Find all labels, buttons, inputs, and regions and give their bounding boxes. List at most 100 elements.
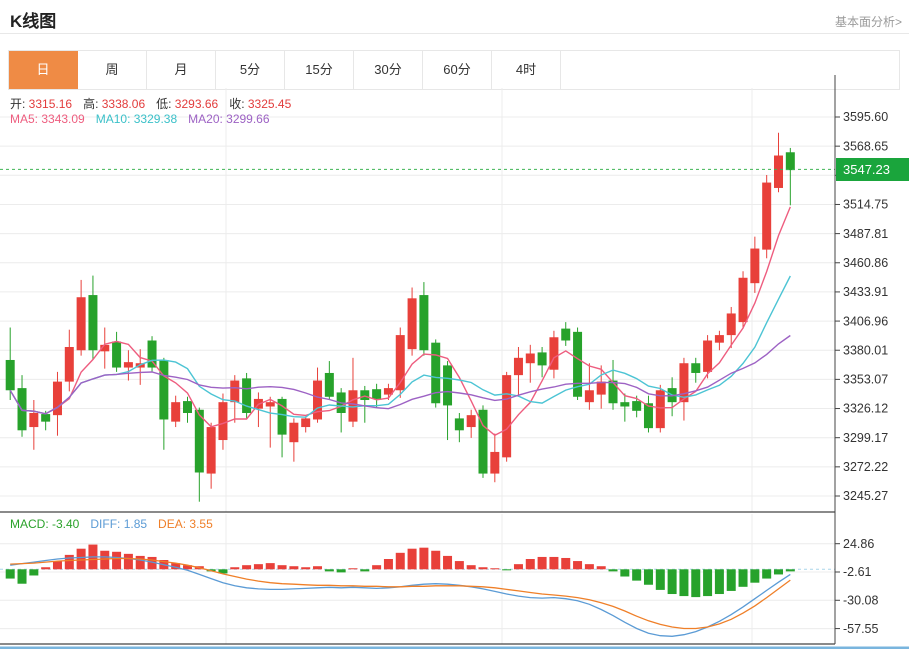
candle-body: [738, 277, 748, 323]
ma-legend: MA5: 3343.09 MA10: 3329.38 MA20: 3299.66: [10, 112, 281, 126]
macd-tick-label: -57.55: [843, 622, 878, 636]
macd-bar: [785, 569, 795, 572]
macd-legend-item: MACD: -3.40: [10, 517, 80, 531]
candle-body: [762, 182, 772, 250]
header-divider: [0, 33, 909, 34]
tab-4hour[interactable]: 4时: [492, 51, 561, 89]
macd-bar: [123, 553, 133, 570]
price-tick-label: 3353.07: [843, 373, 888, 387]
tab-5min[interactable]: 5分: [216, 51, 285, 89]
macd-bar: [218, 569, 228, 574]
price-tick-label: 3568.65: [843, 139, 888, 153]
candle-body: [395, 335, 405, 391]
macd-bar: [620, 569, 630, 577]
bottom-divider-strip: [0, 646, 909, 649]
ma20-line: [9, 334, 791, 415]
macd-bar: [76, 548, 86, 570]
macd-bar: [17, 569, 27, 584]
ma5-legend-item: MA5: 3343.09: [10, 112, 85, 126]
candle-body: [478, 409, 488, 474]
price-tick-label: 3433.91: [843, 285, 888, 299]
candle-body: [123, 362, 133, 368]
period-tab-bar: 日周月 5分 15分 30分 60分 4时: [8, 50, 900, 90]
macd-bar: [265, 563, 275, 570]
candle-body: [100, 344, 110, 352]
candle-body: [584, 390, 594, 403]
candle-body: [194, 409, 204, 473]
macd-bar: [112, 551, 122, 570]
candle-body: [183, 401, 192, 413]
price-tick-label: 3299.17: [843, 431, 888, 445]
candle-body: [265, 402, 275, 407]
candle-body: [171, 402, 181, 422]
tab-60min[interactable]: 60分: [423, 51, 492, 89]
current-price-tag: 3547.23: [836, 158, 909, 181]
macd-bar: [289, 566, 299, 570]
candle-body: [525, 353, 535, 364]
candle-body: [785, 152, 795, 171]
candle-body: [277, 398, 287, 435]
candle-body: [76, 297, 86, 351]
macd-bar: [100, 550, 110, 570]
fundamental-analysis-link[interactable]: 基本面分析>: [834, 15, 902, 29]
macd-tick-label: -2.61: [843, 565, 872, 579]
macd-bar: [525, 559, 535, 570]
macd-bar: [29, 569, 39, 576]
macd-bar: [41, 567, 51, 570]
macd-bar: [324, 569, 334, 572]
macd-bar: [443, 555, 453, 570]
candle-body: [348, 390, 358, 422]
macd-bar: [277, 565, 287, 570]
candle-body: [714, 335, 724, 343]
macd-bar: [750, 569, 760, 583]
macd-bar: [253, 564, 263, 570]
candle-body: [703, 340, 713, 372]
tab-day[interactable]: 日: [9, 51, 78, 89]
ohlc-legend: 开: 3315.16 高: 3338.06 低: 3293.66 收: 3325.45: [10, 95, 302, 112]
tab-30min[interactable]: 30分: [354, 51, 423, 89]
macd-bar: [632, 569, 642, 581]
candle-body: [289, 422, 299, 443]
ohlc-high: 高: 3338.06: [83, 97, 146, 111]
candle-body: [632, 401, 642, 411]
macd-bar: [596, 566, 606, 570]
macd-bar: [360, 569, 370, 572]
candle-body: [230, 380, 240, 403]
macd-bar: [419, 547, 429, 570]
macd-bar: [655, 569, 665, 590]
candle-body: [301, 418, 311, 428]
price-tick-label: 3380.01: [843, 343, 888, 357]
tab-month[interactable]: 月: [147, 51, 216, 89]
macd-bar: [549, 556, 559, 570]
candle-body: [5, 359, 15, 391]
candle-body: [88, 295, 98, 351]
tab-15min[interactable]: 15分: [285, 51, 354, 89]
candle-body: [52, 381, 62, 416]
macd-bar: [667, 569, 677, 595]
macd-bar: [762, 569, 772, 579]
ma20-legend-item: MA20: 3299.66: [188, 112, 270, 126]
candle-body: [655, 390, 665, 429]
candle-body: [502, 375, 512, 458]
macd-bar: [774, 569, 783, 575]
candle-body: [561, 328, 571, 341]
price-tick-label: 3245.27: [843, 489, 888, 503]
macd-legend: MACD: -3.40 DIFF: 1.85 DEA: 3.55: [10, 517, 224, 531]
macd-bar: [454, 561, 464, 570]
candle-body: [573, 331, 583, 397]
macd-bar: [691, 569, 701, 598]
macd-bar: [478, 567, 488, 570]
candle-body: [750, 248, 760, 284]
candle-body: [147, 340, 157, 368]
tab-week[interactable]: 周: [78, 51, 147, 89]
macd-bar: [171, 563, 181, 570]
candle-body: [679, 363, 689, 403]
price-tick-label: 3514.75: [843, 198, 888, 212]
ma10-legend-item: MA10: 3329.38: [95, 112, 178, 126]
macd-bar: [584, 564, 594, 570]
macd-bar: [679, 569, 689, 597]
macd-bar: [135, 555, 145, 570]
macd-bar: [383, 559, 393, 570]
